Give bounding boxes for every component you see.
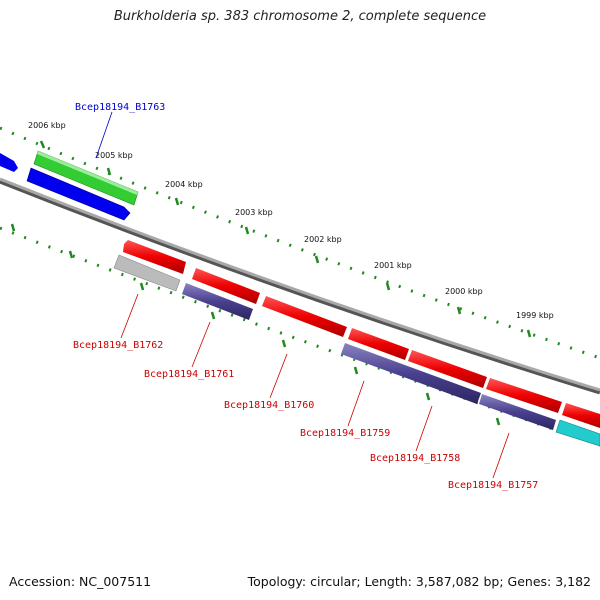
- gene-label-b1758[interactable]: Bcep18194_B1758: [370, 453, 460, 464]
- gene-label-b1757[interactable]: Bcep18194_B1757: [448, 480, 538, 491]
- gene-label-b1762[interactable]: Bcep18194_B1762: [73, 340, 163, 351]
- accession-text: Accession: NC_007511: [9, 574, 152, 589]
- tick-label-2004: 2004 kbp: [165, 180, 203, 189]
- leader-lines: [95, 111, 510, 479]
- tick-label-2000: 2000 kbp: [445, 287, 483, 296]
- gene-arrow-grey[interactable]: [113, 254, 181, 292]
- map-title: Burkholderia sp. 383 chromosome 2, compl…: [113, 9, 487, 24]
- tick-label-1999: 1999 kbp: [516, 311, 554, 320]
- gene-arrow-purple-1758[interactable]: [479, 394, 556, 430]
- gene-highlight-b1763: [37, 151, 138, 195]
- gene-arrow-b1761[interactable]: [192, 268, 260, 304]
- outer-tick-ring: [0, 126, 600, 360]
- gene-label-b1763[interactable]: Bcep18194_B1763: [75, 102, 165, 113]
- gene-arrow-b1760[interactable]: [262, 296, 347, 337]
- gene-arrow-b1762[interactable]: [123, 240, 186, 274]
- gene-arrow-cyan[interactable]: [555, 419, 600, 447]
- backbone-shadow: [0, 178, 600, 395]
- gene-arrow-b1757[interactable]: [486, 378, 562, 413]
- tick-label-2002: 2002 kbp: [304, 235, 342, 244]
- tick-label-2006: 2006 kbp: [28, 121, 66, 130]
- gene-arrow-blue[interactable]: [26, 167, 131, 221]
- gene-arrow-b1758[interactable]: [408, 350, 487, 388]
- gene-arrow-b1759[interactable]: [348, 328, 409, 360]
- gene-arrow-b1763[interactable]: [33, 150, 139, 206]
- backbone: [0, 177, 600, 392]
- gene-arrow-left-edge[interactable]: [0, 153, 18, 172]
- gene-label-b1759[interactable]: Bcep18194_B1759: [300, 428, 390, 439]
- gene-label-b1760[interactable]: Bcep18194_B1760: [224, 400, 314, 411]
- topology-text: Topology: circular; Length: 3,587,082 bp…: [247, 574, 591, 589]
- tick-label-2003: 2003 kbp: [235, 208, 273, 217]
- gene-arrow-purple-1761[interactable]: [182, 283, 253, 320]
- gene-arrow-red-right-edge[interactable]: [562, 403, 600, 428]
- major-ticks: [10, 140, 532, 426]
- gene-arrow-purple-1759[interactable]: [341, 343, 481, 404]
- gene-label-b1761[interactable]: Bcep18194_B1761: [144, 369, 234, 380]
- tick-label-2005: 2005 kbp: [95, 151, 133, 160]
- tick-label-2001: 2001 kbp: [374, 261, 412, 270]
